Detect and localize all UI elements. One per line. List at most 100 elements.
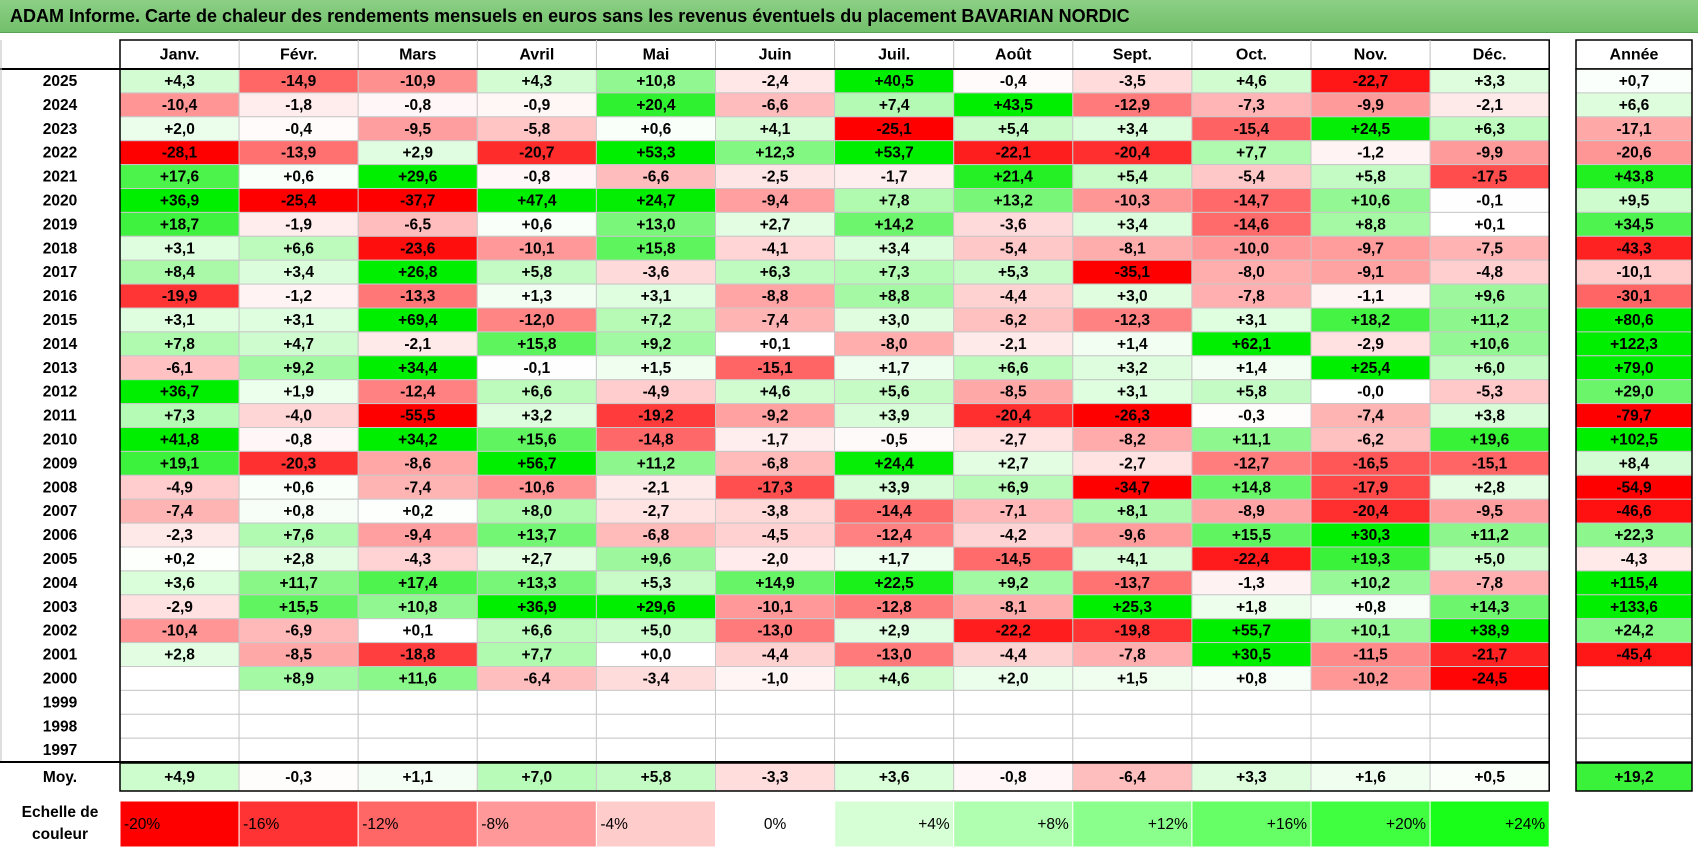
cell-value: +8,9 [283, 671, 314, 688]
cell-value: +7,7 [1236, 145, 1267, 162]
cell-value: +2,8 [283, 551, 314, 568]
cell-value: -25,1 [876, 121, 912, 138]
cell-value: +36,9 [160, 193, 200, 210]
cell-value: -4,8 [1476, 264, 1503, 281]
cell-value: +2,7 [522, 551, 553, 568]
legend-swatch [1072, 800, 1193, 848]
heatmap-cell [595, 689, 717, 715]
cell-value: -3,6 [643, 264, 670, 281]
cell-value: -14,8 [638, 432, 674, 449]
annual-value: +8,4 [1619, 455, 1650, 472]
cell-value: +4,6 [1236, 73, 1267, 90]
annual-value: -20,6 [1616, 145, 1652, 162]
heatmap-cell [595, 713, 717, 739]
cell-value: -7,8 [1119, 647, 1146, 664]
cell-value: +2,8 [164, 647, 195, 664]
cell-value: +3,9 [879, 408, 910, 425]
annual-value: +9,5 [1619, 193, 1650, 210]
average-cell [595, 762, 717, 792]
cell-value: +7,3 [164, 408, 195, 425]
cell-value: +11,2 [1470, 312, 1508, 329]
average-value: +1,1 [402, 769, 433, 786]
cell-value: -14,4 [876, 503, 912, 520]
heatmap-cell [715, 737, 836, 763]
cell-value: +15,8 [517, 336, 557, 353]
legend-swatch [238, 800, 359, 848]
cell-value: +29,6 [398, 169, 438, 186]
cell-value: +8,0 [522, 503, 553, 520]
cell-value: +53,3 [636, 145, 676, 162]
cell-value: -14,6 [1234, 216, 1270, 233]
legend-step-label: -8% [481, 816, 509, 833]
cell-value: -2,4 [762, 73, 789, 90]
cell-value: -2,7 [643, 503, 670, 520]
annual-value: +0,7 [1619, 73, 1650, 90]
year-label-2004: 2004 [43, 575, 78, 592]
legend-swatch [119, 800, 240, 848]
cell-value: +2,7 [998, 455, 1029, 472]
cell-value: +7,4 [879, 97, 910, 114]
annual-value: +79,0 [1614, 360, 1653, 377]
cell-value: -10,9 [400, 73, 436, 90]
heatmap-cell [1191, 713, 1312, 739]
cell-value: +26,8 [398, 264, 438, 281]
cell-value: -55,5 [400, 408, 436, 425]
cell-value: -10,4 [162, 97, 198, 114]
cell-value: +30,5 [1232, 647, 1272, 664]
cell-value: +9,6 [1474, 288, 1505, 305]
cell-value: -34,7 [1115, 479, 1150, 496]
cell-value: +3,0 [879, 312, 910, 329]
cell-value: -10,1 [519, 240, 555, 257]
cell-value: -13,0 [757, 623, 792, 640]
cell-value: -12,4 [876, 527, 912, 544]
cell-value: +18,7 [160, 216, 199, 233]
cell-value: +7,8 [164, 336, 195, 353]
cell-value: -4,2 [1000, 527, 1027, 544]
cell-value: -5,4 [1000, 240, 1027, 257]
annual-value: +22,3 [1614, 527, 1654, 544]
cell-value: +0,6 [283, 479, 314, 496]
cell-value: -0,9 [523, 97, 550, 114]
heatmap-cell [1191, 737, 1312, 763]
cell-value: +9,2 [998, 575, 1029, 592]
cell-value: +0,6 [283, 169, 314, 186]
cell-value: +1,7 [879, 360, 910, 377]
heatmap-cell [953, 713, 1074, 739]
cell-value: +24,5 [1351, 121, 1391, 138]
year-label-2001: 2001 [43, 647, 78, 664]
cell-value: -8,5 [1000, 384, 1027, 401]
heatmap-cell [715, 713, 836, 739]
cell-value: +43,5 [994, 97, 1034, 114]
annual-value: -10,1 [1616, 264, 1652, 281]
cell-value: -11,5 [1353, 647, 1388, 664]
average-value: +0,5 [1474, 769, 1505, 786]
cell-value: +3,4 [283, 264, 314, 281]
cell-value: +41,8 [160, 432, 200, 449]
cell-value: -3,8 [762, 503, 789, 520]
title-bar: ADAM Informe. Carte de chaleur des rende… [0, 0, 1698, 33]
cell-value: -19,8 [1115, 623, 1151, 640]
cell-value: -4,1 [762, 240, 789, 257]
cell-value: +17,6 [160, 169, 200, 186]
month-header-6: Juin [759, 47, 792, 64]
cell-value: +10,1 [1351, 623, 1391, 640]
year-label-2021: 2021 [43, 169, 78, 186]
cell-value: +10,8 [398, 599, 438, 616]
average-value: +7,0 [522, 769, 553, 786]
legend-swatch [1429, 800, 1550, 848]
cell-value: +3,4 [1117, 121, 1148, 138]
legend-swatch [1310, 800, 1431, 848]
cell-value: -1,8 [285, 97, 312, 114]
average-value: +4,9 [164, 769, 195, 786]
cell-value: -2,1 [1476, 97, 1503, 114]
heatmap-cell [1429, 713, 1550, 739]
cell-value: -20,4 [996, 408, 1032, 425]
year-label-2008: 2008 [43, 479, 78, 496]
cell-value: -5,4 [1238, 169, 1265, 186]
cell-value: -9,4 [404, 527, 431, 544]
cell-value: -20,4 [1115, 145, 1151, 162]
average-cell [953, 762, 1074, 792]
cell-value: +1,4 [1117, 336, 1148, 353]
cell-value: -0,0 [1357, 384, 1384, 401]
cell-value: +6,9 [998, 479, 1029, 496]
